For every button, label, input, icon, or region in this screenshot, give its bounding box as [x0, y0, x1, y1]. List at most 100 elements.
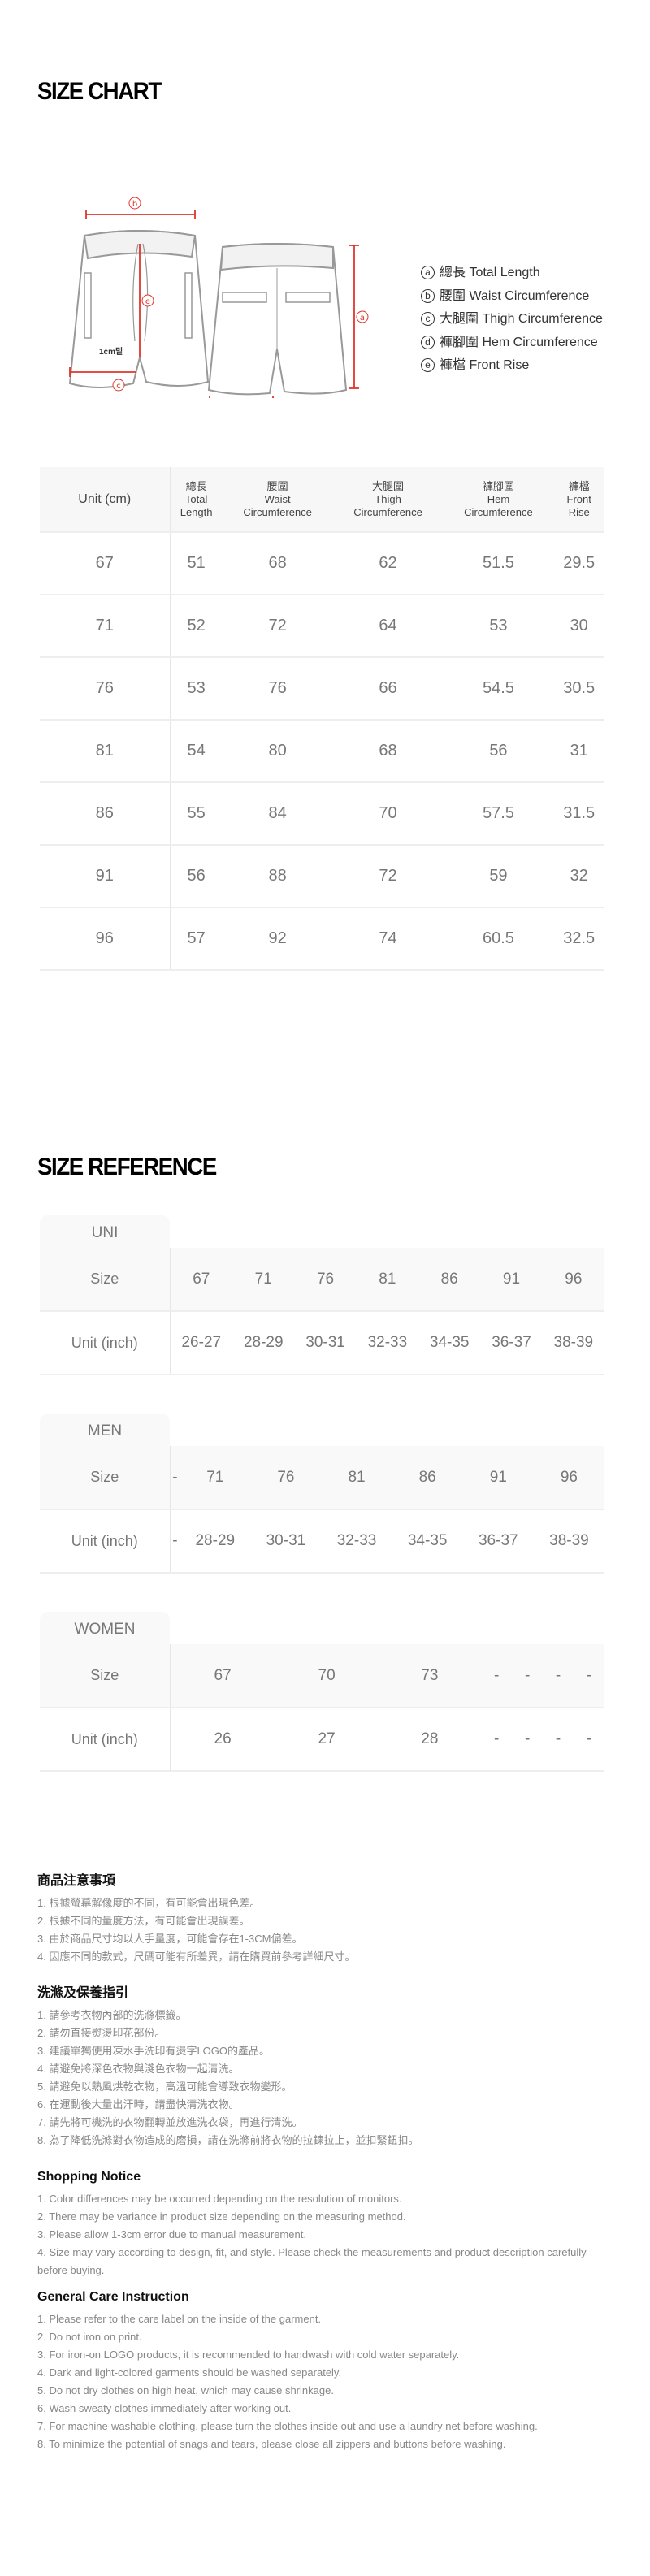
size-cell: - — [574, 1644, 604, 1708]
column-header-zh: 總長 — [185, 479, 207, 492]
measurement-cell: 54.5 — [443, 656, 554, 720]
size-cell: - — [512, 1644, 544, 1708]
measurement-cell: 60.5 — [443, 907, 554, 971]
size-cell: 73 — [378, 1644, 482, 1708]
size-cell: 86 — [418, 1248, 481, 1311]
notes-item: 1. 請參考衣物內部的洗滌標籤。 — [37, 2009, 187, 2021]
notes-item: 1. 根據螢幕解像度的不同，有可能會出現色差。 — [37, 1897, 261, 1909]
measurement-cell: 70 — [332, 781, 444, 845]
notes-section: Shopping Notice 1. Color differences may … — [37, 2167, 614, 2279]
table-row: 81 54 80 68 56 31 — [40, 719, 604, 782]
notes-item: 2. Do not iron on print. — [37, 2331, 142, 2343]
measurement-cell: 72 — [222, 594, 333, 657]
notes-item: 4. Dark and light-colored garments shoul… — [37, 2366, 342, 2379]
notes-item: 2. There may be variance in product size… — [37, 2210, 406, 2223]
size-reference-title: SIZE REFERENCE — [37, 1154, 217, 1180]
measurement-cell: 62 — [332, 531, 444, 595]
table-row: 67 51 68 62 51.5 29.5 — [40, 531, 604, 595]
measurement-cell: 31.5 — [553, 781, 604, 845]
size-cell: 81 — [321, 1446, 392, 1509]
notes-heading: Shopping Notice — [37, 2170, 141, 2184]
measurement-cell: 53 — [170, 656, 223, 720]
notes-heading: 洗滌及保養指引 — [37, 1986, 129, 2000]
row-label: Size — [40, 1446, 171, 1509]
size-cell: 71 — [232, 1248, 295, 1311]
marker-c: c — [116, 382, 121, 391]
legend-item: a 總長 Total Length — [421, 262, 603, 285]
measurement-cell: 74 — [332, 907, 444, 971]
size-cell: 70 — [275, 1644, 379, 1708]
size-cell: 86 — [40, 781, 171, 845]
shorts-measurement-diagram: b e c a d 1cm밑 — [68, 197, 369, 398]
inch-cell: - — [543, 1707, 574, 1772]
notes-item: 8. To minimize the potential of snags an… — [37, 2438, 506, 2450]
notes-section: 洗滌及保養指引 1. 請參考衣物內部的洗滌標籤。 2. 請勿直接熨燙印花部份。 3. … — [37, 1984, 622, 2150]
notes-item: 4. 因應不同的款式，尺碼可能有所差異，請在購買前參考詳細尺寸。 — [37, 1950, 356, 1963]
column-header: 總長 Total Length — [170, 467, 223, 532]
size-cell: 91 — [480, 1248, 543, 1311]
marker-icon: a — [421, 266, 435, 279]
measurement-cell: 30.5 — [553, 656, 604, 720]
measurement-cell: 88 — [222, 844, 333, 907]
notes-section: 商品注意事項 1. 根據螢幕解像度的不同，有可能會出現色差。 2. 根據不同的量度方… — [37, 1872, 622, 1966]
size-cell: - — [543, 1644, 574, 1708]
marker-icon: b — [421, 288, 435, 303]
notes-item: 5. Do not dry clothes on high heat, whic… — [37, 2384, 334, 2396]
measurement-cell: 54 — [170, 719, 223, 782]
measurement-cell: 29.5 — [553, 531, 604, 595]
measurement-cell: 32.5 — [553, 907, 604, 971]
one-cm-label: 1cm밑 — [99, 347, 123, 357]
measurement-cell: 68 — [332, 719, 444, 782]
legend-label: 褲腳圍 Hem Circumference — [440, 335, 598, 349]
marker-icon: e — [421, 358, 435, 372]
column-header-en1: Front — [566, 492, 592, 505]
measurement-cell: 92 — [222, 907, 333, 971]
column-header-zh: 大腿圍 — [372, 479, 405, 492]
inch-cell: - — [574, 1707, 604, 1772]
back-waistband — [219, 243, 334, 271]
measurement-cell: 76 — [222, 656, 333, 720]
inch-cell: 30-31 — [250, 1509, 322, 1574]
column-header-en2: Circumference — [464, 505, 533, 518]
measurement-cell: 52 — [170, 594, 223, 657]
inch-cell: 36-37 — [462, 1509, 534, 1574]
measurement-cell: 31 — [553, 719, 604, 782]
size-cell: 96 — [533, 1446, 604, 1509]
column-header-en2: Rise — [568, 505, 590, 518]
column-header-en2: Circumference — [353, 505, 422, 518]
size-cell: 76 — [40, 656, 171, 720]
notes-item: 2. 根據不同的量度方法，有可能會出現誤差。 — [37, 1915, 250, 1927]
table-row: 76 53 76 66 54.5 30.5 — [40, 656, 604, 720]
size-cell: - — [170, 1446, 180, 1509]
notes-item: 7. For machine-washable clothing, please… — [37, 2420, 538, 2432]
size-row: Size -71 76 81 86 91 96 — [40, 1446, 604, 1509]
size-chart-title: SIZE CHART — [37, 78, 162, 105]
notes-item: 2. 請勿直接熨燙印花部份。 — [37, 2027, 166, 2039]
measurement-cell: 57 — [170, 907, 223, 971]
notes-section: General Care Instruction 1. Please refer … — [37, 2288, 614, 2453]
size-reference-men: MEN Size -71 76 81 86 91 96 Unit (inch) -28-29 30-… — [40, 1414, 604, 1574]
notes-heading: General Care Instruction — [37, 2290, 189, 2304]
unit-header: Unit (cm) — [40, 467, 171, 532]
legend-label: 腰圍 Waist Circumference — [440, 288, 590, 303]
inch-cell: 28-29 — [232, 1310, 295, 1375]
measurement-cell: 56 — [443, 719, 554, 782]
inch-cell: 27 — [275, 1707, 379, 1772]
size-cell: 67 — [170, 1644, 275, 1708]
column-header: 腰圍 Waist Circumference — [222, 467, 333, 532]
inch-row: Unit (inch) 26 27 28- - - - — [40, 1707, 604, 1772]
row-label: Size — [40, 1248, 171, 1311]
row-label: Unit (inch) — [40, 1707, 171, 1772]
size-row: Size 67 71 76 81 86 91 96 — [40, 1248, 604, 1311]
notes-item: 3. For iron-on LOGO products, it is reco… — [37, 2349, 460, 2361]
size-cell: 91 — [462, 1446, 534, 1509]
notes-item: 1. Color differences may be occurred dep… — [37, 2193, 402, 2205]
legend-item: c 大腿圍 Thigh Circumference — [421, 308, 603, 331]
legend-item: e 褲檔 Front Rise — [421, 354, 603, 378]
legend-label: 褲檔 Front Rise — [440, 358, 530, 372]
group-tab: MEN — [40, 1414, 170, 1446]
size-cell: 76 — [294, 1248, 357, 1311]
measurement-cell: 51.5 — [443, 531, 554, 595]
column-header-en2: Circumference — [243, 505, 312, 518]
size-cell: 96 — [40, 907, 171, 971]
